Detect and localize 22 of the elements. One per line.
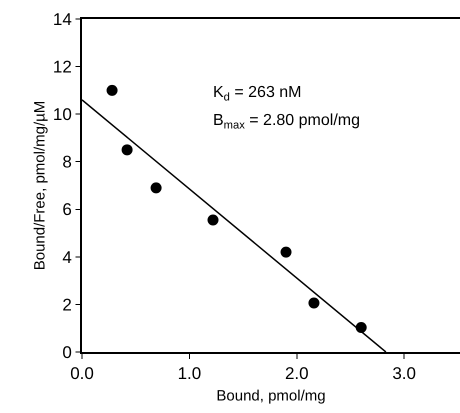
y-tick-label: 4 (62, 248, 72, 267)
point (208, 214, 219, 226)
x-tick-label: 1.0 (178, 364, 202, 384)
x-tick-label: 0.0 (70, 364, 94, 384)
x-tick-label: 2.0 (284, 364, 309, 384)
point (106, 84, 118, 96)
y-axis-title: Bound/Free, pmol/mg/µM (32, 100, 49, 270)
y-tick-label: 2 (62, 295, 72, 314)
point (150, 182, 162, 194)
y-tick-label: 14 (52, 10, 72, 29)
x-axis-title: Bound, pmol/mg (216, 388, 326, 405)
y-tick-label: 8 (62, 152, 72, 172)
annotation: B$_{max}$ = 2.80 pmol/mg (213, 112, 360, 132)
point (308, 298, 320, 308)
x-tick-label: 3.0 (392, 364, 416, 384)
point (280, 246, 292, 258)
point (122, 144, 133, 156)
y-tick-label: 0 (62, 342, 72, 362)
y-tick-label: 10 (52, 105, 72, 124)
annotation: K$_{d}$ = 263 nM (213, 84, 302, 104)
y-tick-label: 12 (52, 58, 72, 77)
y-tick-label: 6 (62, 200, 72, 220)
